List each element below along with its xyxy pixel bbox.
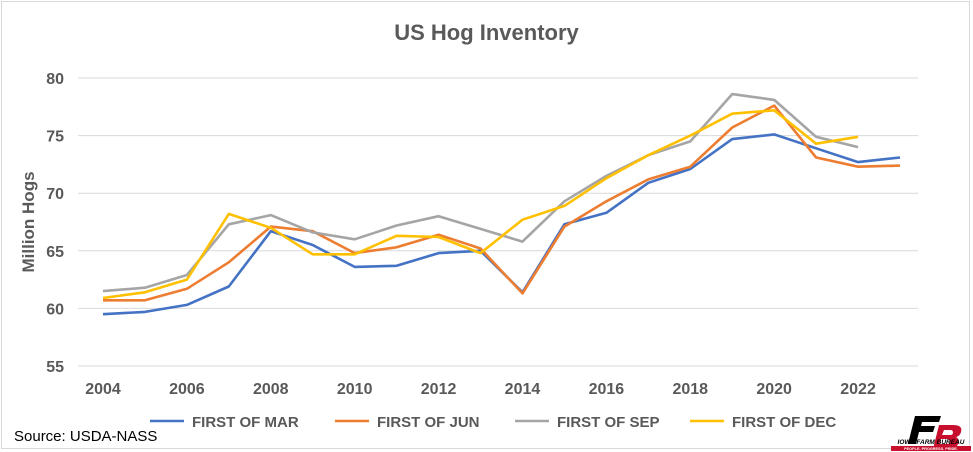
chart-title: US Hog Inventory bbox=[394, 20, 579, 45]
y-tick-label: 65 bbox=[46, 244, 64, 261]
x-tick-label: 2012 bbox=[421, 381, 457, 398]
legend-label: FIRST OF DEC bbox=[732, 414, 836, 431]
x-tick-label: 2020 bbox=[756, 381, 792, 398]
x-tick-label: 2006 bbox=[169, 381, 205, 398]
y-axis-label: Million Hogs bbox=[19, 171, 38, 272]
x-tick-label: 2008 bbox=[253, 381, 289, 398]
svg-text:PEOPLE. PROGRESS. PRIDE.: PEOPLE. PROGRESS. PRIDE. bbox=[904, 447, 958, 451]
y-tick-label: 70 bbox=[46, 186, 64, 203]
y-tick-label: 55 bbox=[46, 359, 64, 376]
x-tick-label: 2010 bbox=[337, 381, 373, 398]
x-tick-label: 2004 bbox=[85, 381, 121, 398]
y-tick-label: 60 bbox=[46, 301, 64, 318]
x-tick-label: 2022 bbox=[840, 381, 876, 398]
x-tick-label: 2018 bbox=[672, 381, 708, 398]
svg-text:IOWA FARM BUREAU: IOWA FARM BUREAU bbox=[898, 439, 965, 446]
legend-label: FIRST OF JUN bbox=[377, 414, 480, 431]
y-tick-label: 75 bbox=[46, 129, 64, 146]
y-tick-label: 80 bbox=[46, 71, 64, 88]
legend-label: FIRST OF MAR bbox=[192, 414, 299, 431]
series-line bbox=[102, 109, 859, 300]
x-tick-label: 2014 bbox=[505, 381, 541, 398]
legend-label: FIRST OF SEP bbox=[557, 414, 660, 431]
fb-mark-icon bbox=[908, 416, 962, 449]
x-tick-label: 2016 bbox=[589, 381, 625, 398]
iowa-farm-bureau-logo: IOWA FARM BUREAU PEOPLE. PROGRESS. PRIDE… bbox=[891, 416, 971, 451]
source-note: Source: USDA-NASS bbox=[14, 428, 158, 445]
series-line bbox=[103, 104, 901, 302]
series-line bbox=[102, 92, 859, 293]
